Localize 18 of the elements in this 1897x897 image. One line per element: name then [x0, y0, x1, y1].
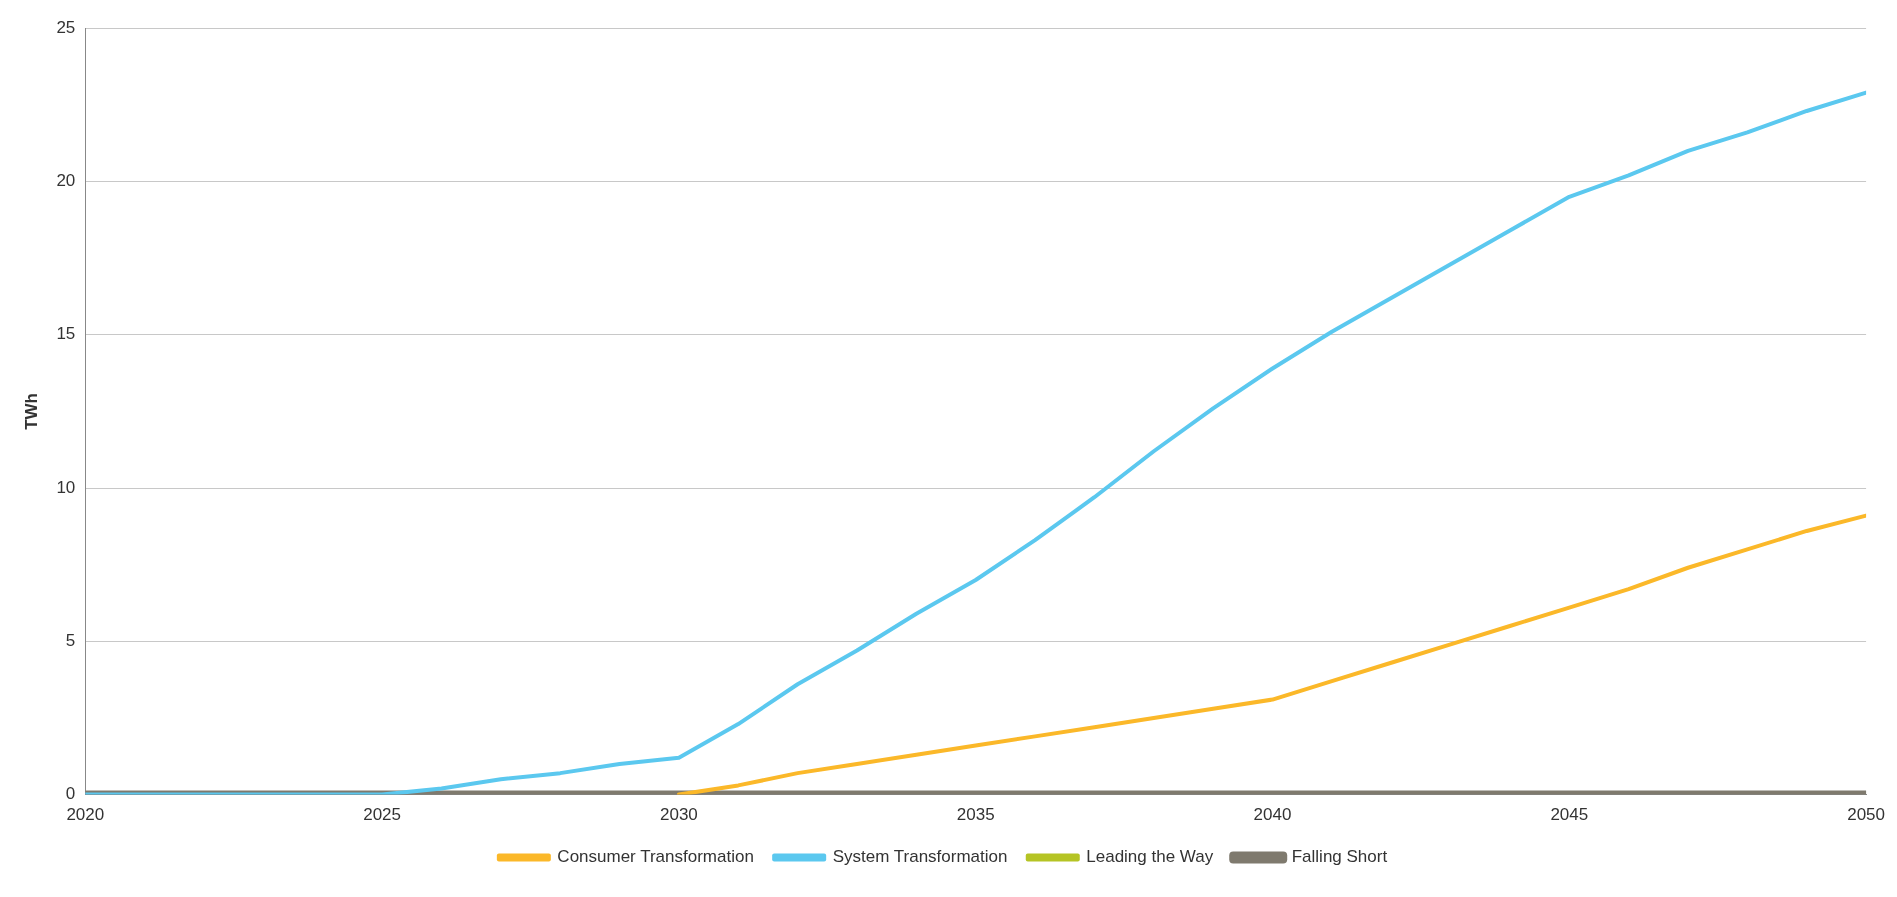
x-tick-label: 2045: [1550, 805, 1589, 825]
y-tick-label: 10: [56, 477, 76, 497]
legend-label: Consumer Transformation: [557, 847, 754, 867]
x-tick-label: 2025: [363, 805, 402, 825]
x-tick-label: 2020: [66, 805, 105, 825]
y-tick-label: 25: [56, 17, 76, 37]
x-tick-label: 2035: [956, 805, 995, 825]
legend-label: Falling Short: [1291, 847, 1388, 867]
y-tick-label: 15: [56, 324, 76, 344]
y-axis-title: TWh: [21, 392, 41, 430]
x-tick-label: 2040: [1253, 805, 1292, 825]
y-tick-label: 0: [65, 784, 76, 804]
x-tick-label: 2050: [1847, 805, 1885, 825]
y-tick-label: 20: [56, 171, 76, 191]
y-tick-label: 5: [65, 631, 76, 651]
x-tick-label: 2030: [659, 805, 698, 825]
legend-label: Leading the Way: [1086, 847, 1214, 867]
legend-label: System Transformation: [832, 847, 1008, 867]
